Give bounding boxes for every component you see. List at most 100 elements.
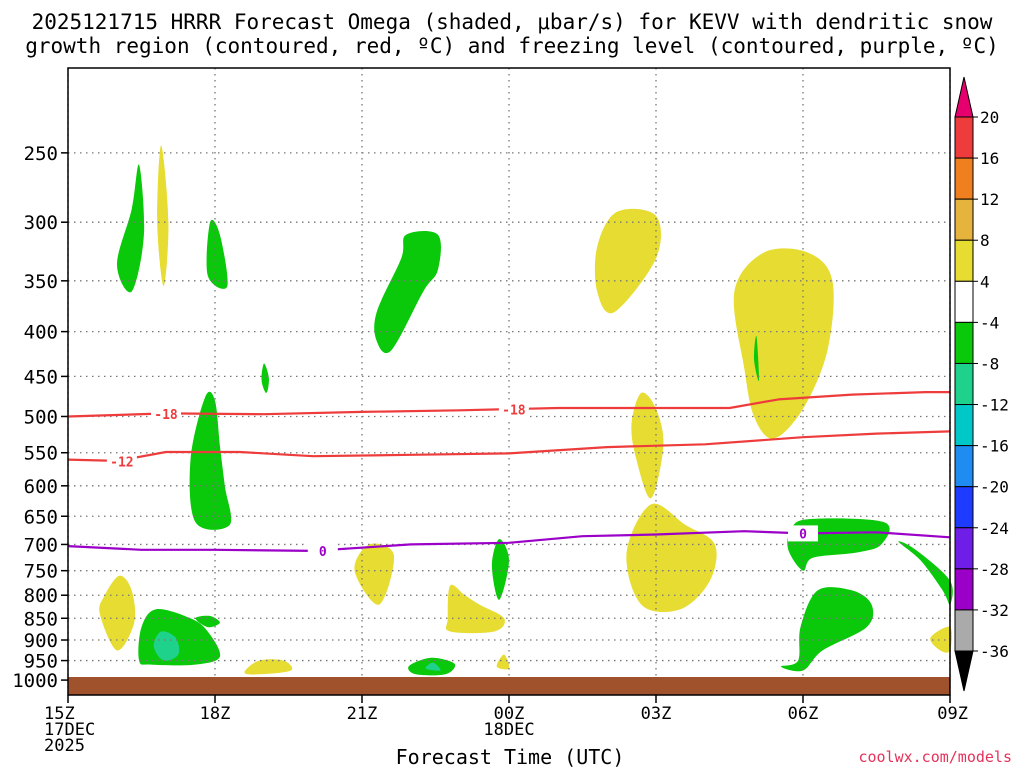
- omega-shaded-region: [206, 219, 228, 289]
- colorbar-label: -8: [980, 354, 999, 373]
- x-tick-label: 09Z: [937, 704, 968, 724]
- contour-label: -12: [110, 456, 133, 471]
- colorbar-label: -4: [980, 313, 999, 332]
- omega-shaded-region: [189, 391, 232, 530]
- contour-label-bg: [307, 542, 338, 559]
- dgz-minus12-line: [67, 430, 951, 462]
- omega-colorbar: 20 16 12 8 4 -4 -8 -12 -16 -20 -24 -28 -32 -36: [954, 76, 1009, 692]
- plot-area: -18 -18 -12 0 0: [67, 67, 953, 696]
- contour-label-bg: [106, 453, 137, 470]
- omega-shaded-region: [261, 363, 269, 393]
- omega-shaded-region: [594, 208, 662, 314]
- colorbar-segment: [954, 445, 974, 488]
- colorbar-label: -16: [980, 437, 1009, 456]
- omega-shading-layer: [99, 145, 953, 676]
- omega-shaded-region: [898, 541, 953, 605]
- x-tick-label: 17DEC: [44, 720, 95, 740]
- omega-shaded-region: [157, 145, 169, 287]
- x-tick-label: 06Z: [788, 704, 819, 724]
- y-tick-label: 1000: [12, 670, 58, 692]
- y-tick-label: 450: [24, 366, 58, 388]
- credit-text: coolwx.com/models: [858, 748, 1012, 766]
- colorbar-segment: [954, 527, 974, 570]
- colorbar-segment: [954, 404, 974, 447]
- x-tick-label: 2025: [44, 736, 85, 756]
- omega-shaded-region: [244, 659, 293, 675]
- y-tick-label: 300: [24, 212, 58, 234]
- colorbar-label: 20: [980, 108, 999, 127]
- omega-shaded-region: [354, 543, 395, 605]
- colorbar-label: -28: [980, 560, 1009, 579]
- colorbar-segment: [954, 486, 974, 529]
- omega-shaded-region: [195, 615, 220, 628]
- colorbar-label: -32: [980, 601, 1009, 620]
- x-tick-label: 18DEC: [483, 720, 534, 740]
- omega-shaded-region: [117, 164, 145, 293]
- colorbar-segment: [954, 116, 974, 159]
- terrain-ground: [68, 677, 950, 695]
- y-tick-label: 350: [24, 271, 58, 293]
- contour-label-bg: [498, 401, 529, 418]
- colorbar-segment: [954, 280, 974, 323]
- omega-shaded-region: [425, 662, 441, 671]
- colorbar-segment: [954, 198, 974, 241]
- dgz-minus18-line: [67, 391, 950, 418]
- x-tick-label: 00Z: [494, 704, 525, 724]
- colorbar-top-arrow: [954, 76, 974, 118]
- colorbar-bottom-arrow: [954, 650, 974, 692]
- y-tick-label: 500: [24, 406, 58, 428]
- omega-shaded-region: [780, 587, 874, 672]
- y-tick-label: 950: [24, 651, 58, 673]
- x-axis-label: Forecast Time (UTC): [396, 745, 625, 768]
- y-tick-label: 650: [24, 506, 58, 528]
- omega-shaded-region: [445, 584, 505, 634]
- colorbar-label: 16: [980, 149, 999, 168]
- x-tick-label: 15Z: [44, 704, 75, 724]
- colorbar-segment: [954, 568, 974, 611]
- colorbar-label: 4: [980, 272, 990, 291]
- y-tick-label: 850: [24, 608, 58, 630]
- colorbar-segment: [954, 239, 974, 282]
- x-tick-label: 03Z: [641, 704, 672, 724]
- colorbar-segment: [954, 362, 974, 406]
- y-tick-label: 800: [24, 585, 58, 607]
- y-tick-label: 700: [24, 534, 58, 556]
- colorbar-segment: [954, 609, 974, 652]
- colorbar-label: -36: [980, 642, 1009, 661]
- contour-label: -18: [502, 404, 526, 419]
- contour-label-bg: [151, 406, 181, 423]
- colorbar-label: 12: [980, 190, 999, 209]
- omega-shaded-region: [733, 248, 834, 439]
- y-tick-label: 250: [24, 143, 58, 165]
- x-tick-label: 21Z: [347, 704, 378, 724]
- omega-shaded-region: [626, 503, 717, 613]
- contour-layer: -18 -18 -12 0 0: [67, 391, 951, 560]
- omega-shaded-region: [99, 575, 136, 651]
- colorbar-label: -20: [980, 478, 1009, 497]
- colorbar-label: 8: [980, 231, 990, 250]
- colorbar-label: -24: [980, 519, 1009, 538]
- y-tick-label: 550: [24, 443, 58, 465]
- y-tick-label: 750: [24, 561, 58, 583]
- omega-shaded-region: [753, 335, 759, 382]
- omega-shaded-region: [153, 631, 180, 661]
- chart-title-line2: growth region (contoured, red, ºC) and f…: [25, 34, 999, 58]
- chart-title-line1: 2025121715 HRRR Forecast Omega (shaded, …: [32, 10, 993, 34]
- contour-label: -18: [154, 408, 178, 423]
- omega-shaded-region: [491, 538, 509, 600]
- colorbar-segment: [954, 321, 974, 364]
- contour-label-bg: [788, 525, 818, 542]
- colorbar-segment: [954, 157, 974, 200]
- contour-label: 0: [799, 527, 807, 542]
- y-tick-label: 400: [24, 322, 58, 344]
- x-tick-label: 18Z: [200, 704, 231, 724]
- y-tick-label: 600: [24, 476, 58, 498]
- omega-shaded-region: [930, 626, 952, 653]
- colorbar-label: -12: [980, 396, 1009, 415]
- contour-label: 0: [319, 545, 327, 560]
- omega-shaded-region: [496, 654, 510, 670]
- omega-shaded-region: [374, 230, 441, 354]
